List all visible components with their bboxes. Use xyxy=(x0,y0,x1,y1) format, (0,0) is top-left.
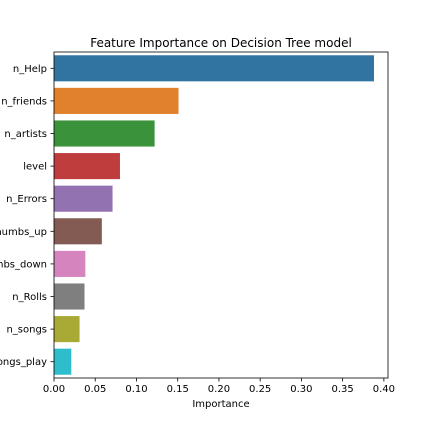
bar-n_songs xyxy=(54,316,80,343)
x-tick-label-0.05: 0.05 xyxy=(84,384,106,395)
y-tick-label-n_friends: n_friends xyxy=(1,96,47,107)
x-tick-label-0.15: 0.15 xyxy=(167,384,189,395)
y-tick-label-n_artists: n_artists xyxy=(4,129,47,140)
bar-n_Errors xyxy=(54,185,113,212)
bar-n_Rolls xyxy=(54,283,85,310)
y-tick-label-level: level xyxy=(23,162,47,173)
y-tick-label-n_thumbs_down: n_thumbs_down xyxy=(0,259,47,270)
y-tick-label-n_thumbs_up: n_thumbs_up xyxy=(0,227,47,238)
x-tick-label-0.35: 0.35 xyxy=(332,384,354,395)
x-tick-label-0.10: 0.10 xyxy=(125,384,147,395)
bar-n_Help xyxy=(54,55,374,82)
y-tick-label-n_Rolls: n_Rolls xyxy=(12,292,47,303)
bar-n_friends xyxy=(54,87,179,114)
plot-frame xyxy=(53,51,389,379)
bar-n_songs_play xyxy=(54,348,72,375)
x-tick-label-0.40: 0.40 xyxy=(373,384,395,395)
chart-title: Feature Importance on Decision Tree mode… xyxy=(90,36,352,50)
x-axis-label: Importance xyxy=(192,399,249,410)
y-tick-label-n_Help: n_Help xyxy=(13,64,47,75)
y-tick-label-n_songs_play: n_songs_play xyxy=(0,357,47,368)
bars xyxy=(54,55,374,375)
y-tick-label-n_Errors: n_Errors xyxy=(6,194,47,205)
x-ticks: 0.00 0.05 0.10 0.15 0.20 0.25 0.30 0.35 0.40 xyxy=(43,378,395,395)
bar-n_artists xyxy=(54,120,155,147)
x-tick-label-0.20: 0.20 xyxy=(208,384,230,395)
bar-level xyxy=(54,153,120,180)
x-tick-label-0.30: 0.30 xyxy=(290,384,312,395)
bar-n_thumbs_up xyxy=(54,218,102,245)
x-tick-label-0.25: 0.25 xyxy=(249,384,271,395)
y-tick-label-n_songs: n_songs xyxy=(6,325,47,336)
bar-n_thumbs_down xyxy=(54,250,86,277)
x-tick-label-0.00: 0.00 xyxy=(43,384,65,395)
